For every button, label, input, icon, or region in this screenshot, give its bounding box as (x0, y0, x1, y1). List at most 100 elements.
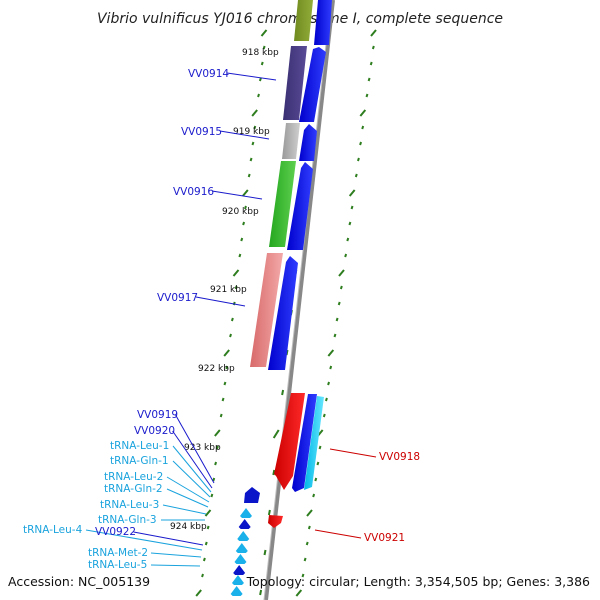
leader-line-trna-leu-1 (172, 445, 212, 493)
leader-line-trna-leu-4 (85, 529, 203, 551)
cds-arrow-vv0914 (299, 47, 326, 122)
leader-line-trna-leu-3 (162, 504, 207, 515)
cog-bar-green (269, 161, 296, 247)
kbp-label-923: 923 kbp (184, 443, 221, 453)
inner-tick-ring-tick (306, 509, 313, 517)
trna-arrow (235, 543, 248, 553)
outer-tick-ring-tick (242, 189, 249, 197)
label-trna-leu-1[interactable]: tRNA-Leu-1 (110, 440, 169, 452)
leader-line-vv0921 (314, 529, 362, 539)
label-trna-met-2[interactable]: tRNA-Met-2 (88, 547, 148, 559)
inner-tick-ring-tick (365, 93, 369, 98)
label-vv0922[interactable]: VV0922 (95, 526, 136, 538)
kbp-label-921: 921 kbp (210, 285, 247, 295)
inner-tick-ring-tick (338, 269, 345, 277)
kbp-label-922: 922 kbp (198, 364, 235, 374)
inner-tick-ring-tick (344, 253, 348, 258)
kbp-label-918: 918 kbp (242, 48, 279, 58)
forward-cds-ring (268, 0, 332, 370)
inner-tick-ring-tick (350, 205, 354, 210)
cog-bar-pink (250, 253, 283, 367)
inner-tick-ring-tick (314, 477, 318, 482)
outer-tick-ring-tick (202, 557, 206, 562)
outer-tick-ring-tick (260, 61, 264, 66)
label-vv0915[interactable]: VV0915 (181, 126, 222, 138)
kbp-labels: 918 kbp 919 kbp 920 kbp 921 kbp 922 kbp … (170, 48, 279, 532)
leader-line-vv0919 (175, 414, 215, 484)
outer-tick-ring-tick (229, 333, 232, 338)
outer-tick-ring-tick (249, 157, 253, 162)
cog-ring (250, 0, 313, 367)
outer-tick-ring-tick (247, 173, 251, 178)
label-trna-gln-1[interactable]: tRNA-Gln-1 (110, 455, 169, 467)
reverse-gene-labels: VV0918 VV0921 (314, 448, 420, 544)
label-trna-leu-3[interactable]: tRNA-Leu-3 (100, 499, 159, 511)
inner-tick-ring-tick (337, 301, 341, 306)
label-trna-gln-2[interactable]: tRNA-Gln-2 (104, 483, 163, 495)
leader-line-trna-gln-1 (172, 460, 211, 498)
label-trna-leu-5[interactable]: tRNA-Leu-5 (88, 559, 147, 571)
cog-bar-olive (294, 0, 313, 41)
inner-tick-ring-tick (348, 221, 352, 226)
kbp-label-919: 919 kbp (233, 127, 270, 137)
outer-tick-ring-tick (260, 29, 268, 37)
outer-tick-ring-tick (212, 477, 216, 482)
inner-tick-ring-tick (324, 397, 328, 402)
label-vv0917[interactable]: VV0917 (157, 292, 198, 304)
inner-tick-ring-tick (359, 109, 367, 117)
label-trna-leu-4[interactable]: tRNA-Leu-4 (23, 524, 83, 536)
outer-tick-ring-tick (221, 397, 225, 402)
inner-tick-ring-tick (369, 61, 373, 66)
outer-tick-ring-tick (244, 205, 247, 210)
left-feature-labels: VV0919 VV0920 tRNA-Leu-1 tRNA-Gln-1 tRNA-Leu… (23, 409, 215, 571)
major-tick-ring-tick (272, 469, 276, 476)
outer-tick-ring-tick (251, 141, 255, 146)
inner-tick-ring-tick (301, 573, 305, 578)
label-vv0919[interactable]: VV0919 (137, 409, 178, 421)
inner-tick-ring-tick (327, 349, 335, 357)
outer-tick-ring-tick (195, 589, 202, 597)
outer-tick-ring-tick (223, 381, 227, 386)
sequence-backbone-highlight (263, 0, 332, 600)
label-trna-leu-2[interactable]: tRNA-Leu-2 (104, 471, 163, 483)
inner-tick-ring-tick (333, 333, 337, 338)
major-tick-ring-tick (272, 429, 280, 439)
leader-line-vv0920 (172, 430, 213, 489)
inner-tick-ring-tick (303, 557, 307, 562)
trna-ring (230, 487, 260, 596)
leader-line-vv0914 (226, 72, 277, 81)
label-vv0921[interactable]: VV0921 (364, 532, 405, 544)
label-vv0914[interactable]: VV0914 (188, 68, 229, 80)
major-tick-ring-tick (263, 549, 267, 556)
inner-tick-ring-tick (327, 381, 331, 386)
inner-tick-ring-tick (370, 29, 377, 37)
inner-tick-ring-tick (346, 237, 350, 242)
label-trna-gln-3[interactable]: tRNA-Gln-3 (98, 514, 157, 526)
cds-arrow-vv0918 (274, 393, 305, 490)
cds-arrow-vv0917 (268, 256, 298, 370)
trna-arrow (237, 531, 250, 541)
label-vv0918[interactable]: VV0918 (379, 451, 420, 463)
gene-arrow-vv0919 (244, 487, 260, 503)
label-vv0916[interactable]: VV0916 (173, 186, 214, 198)
major-tick-ring-tick (259, 589, 263, 596)
reverse-cds-ring (268, 393, 324, 528)
outer-tick-ring-tick (210, 493, 214, 498)
leader-line-vv0918 (329, 448, 377, 458)
major-tick-ring-tick (281, 389, 285, 396)
outer-tick-ring-tick (258, 77, 262, 82)
inner-tick-ring-tick (322, 413, 326, 418)
label-vv0920[interactable]: VV0920 (134, 425, 175, 437)
accession-text: Accession: NC_005139 (8, 574, 150, 589)
leader-line-trna-gln-2 (166, 488, 209, 508)
forward-gene-labels: VV0914 VV0915 VV0916 VV0917 (157, 68, 277, 307)
inner-tick-ring-tick (307, 525, 311, 530)
leader-line-trna-leu-2 (166, 476, 210, 503)
major-tick-ring-tick (267, 509, 271, 516)
outer-tick-ring-tick (232, 301, 236, 306)
outer-tick-ring-tick (223, 349, 230, 357)
leader-line-vv0916 (211, 190, 263, 200)
trna-arrow (234, 554, 247, 564)
inner-tick-ring-tick (318, 445, 322, 450)
